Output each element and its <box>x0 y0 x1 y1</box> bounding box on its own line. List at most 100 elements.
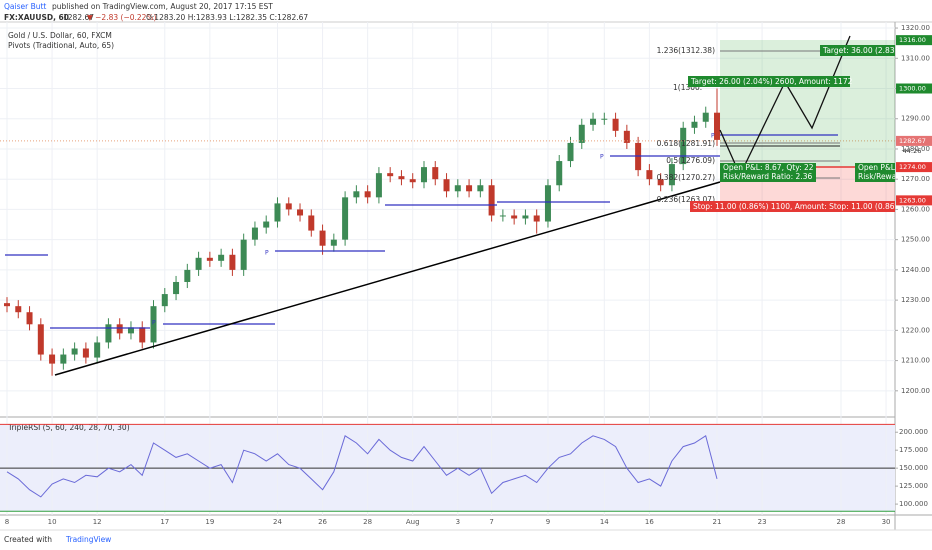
candle-body <box>71 348 78 355</box>
x-tick-label: 28 <box>837 518 846 526</box>
target-badge <box>688 76 850 87</box>
candle-body <box>308 215 315 231</box>
candle-body <box>454 185 461 192</box>
candle-body <box>398 176 405 180</box>
x-tick-label: Aug <box>406 518 420 526</box>
x-tick-label: 21 <box>713 518 722 526</box>
y-tick-label: 1240.00 <box>901 266 930 274</box>
candle-body <box>139 327 146 343</box>
y-tick-label: 1320.00 <box>901 24 930 32</box>
x-tick-label: 9 <box>546 518 550 526</box>
candle-body <box>49 354 56 364</box>
countdown: 44:26 <box>903 147 922 155</box>
y-tick-label: 175.000 <box>899 446 928 454</box>
price-badge-label: 1316.00 <box>899 36 926 44</box>
candle-body <box>184 269 191 282</box>
price-badge <box>896 195 932 206</box>
stop-text: Stop: 11.00 (0.86%) 1100, Amount: Stop: … <box>693 202 902 211</box>
x-tick-label: 19 <box>205 518 214 526</box>
price-badge-label: 1274.00 <box>899 163 926 171</box>
x-tick-label: 8 <box>5 518 9 526</box>
pivot-label: P <box>711 133 715 140</box>
candle-body <box>330 239 337 246</box>
x-tick-label: 10 <box>48 518 57 526</box>
candle-body <box>387 173 394 177</box>
candle-body <box>127 327 134 334</box>
x-tick-label: 30 <box>882 518 891 526</box>
candle-body <box>364 191 371 198</box>
pivot-label: P <box>265 250 269 257</box>
x-tick-label: 24 <box>273 518 282 526</box>
target-badge <box>820 45 895 56</box>
candle-body <box>206 257 213 261</box>
candle-body <box>263 221 270 228</box>
x-tick-label: 3 <box>456 518 460 526</box>
candle-body <box>94 342 101 358</box>
candle-body <box>240 239 247 270</box>
candle-body <box>612 118 619 131</box>
candle-body <box>691 121 698 128</box>
candle-body <box>533 215 540 222</box>
candle-body <box>37 324 44 355</box>
target-zone <box>720 40 895 167</box>
y-tick-label: 1250.00 <box>901 236 930 244</box>
candle-body <box>466 185 473 192</box>
author: Qaiser Butt <box>4 2 46 11</box>
symbol: FX:XAUUSD, 60 <box>4 13 69 22</box>
candle-body <box>319 230 326 246</box>
candle-body <box>646 170 653 180</box>
candle-body <box>590 118 597 125</box>
y-tick-label: 1220.00 <box>901 326 930 334</box>
y-tick-label: 200.000 <box>899 428 928 436</box>
candle-body <box>342 197 349 240</box>
candle-body <box>420 167 427 183</box>
candle-body <box>668 164 675 186</box>
price-badge-label: 1300.00 <box>899 85 926 93</box>
pl-text: Open P&L: 8.67, Qty: 22 <box>723 163 814 172</box>
candle-body <box>714 112 721 140</box>
fib-label: 0.236(1263.07) <box>657 195 715 204</box>
footer-created: Created with <box>4 535 52 544</box>
x-tick-label: 12 <box>93 518 102 526</box>
y-tick-label: 1310.00 <box>901 54 930 62</box>
fib-label: 1(1300. <box>673 83 702 92</box>
footer-brand: TradingView <box>65 535 111 544</box>
stop-badge <box>690 201 895 212</box>
rsi-line <box>6 435 718 498</box>
y-tick-label: 150.000 <box>899 464 928 472</box>
candle-body <box>274 203 281 222</box>
candle-body <box>116 324 123 334</box>
y-tick-label: 1210.00 <box>901 357 930 365</box>
rr-text: Risk/Rewar <box>858 172 900 181</box>
candle-body <box>511 215 518 219</box>
pivot-label: P <box>152 320 156 327</box>
y-tick-label: 125.000 <box>899 482 928 490</box>
price-badge <box>896 162 932 173</box>
y-tick-label: 1200.00 <box>901 387 930 395</box>
candle-body <box>567 142 574 162</box>
fib-label: 0.382(1270.27) <box>657 173 715 182</box>
ohlc: O:1283.20 H:1283.93 L:1282.35 C:1282.67 <box>146 13 308 22</box>
target-text: Target: 36.00 (2.83% <box>822 46 902 55</box>
pl-badge <box>855 163 895 182</box>
candle-body <box>161 294 168 307</box>
pl-badge <box>720 163 816 182</box>
candle-body <box>297 209 304 216</box>
y-tick-label: 1270.00 <box>901 175 930 183</box>
pivot-label: P <box>600 154 604 161</box>
pl-text: Open P&L <box>858 163 896 172</box>
x-tick-label: 14 <box>600 518 609 526</box>
y-tick-label: 1290.00 <box>901 115 930 123</box>
candle-body <box>409 179 416 183</box>
candle-body <box>173 281 180 295</box>
candle-body <box>375 173 382 198</box>
target-text: Target: 26.00 (2.04%) 2600, Amount: 1172 <box>690 77 853 86</box>
y-tick-label: 1260.00 <box>901 205 930 213</box>
legend-symbol: Gold / U.S. Dollar, 60, FXCM <box>8 31 112 40</box>
candle-body <box>623 130 630 143</box>
change: ▼ −2.83 (−0.22%) <box>87 13 157 22</box>
candle-body <box>60 354 67 364</box>
published: published on TradingView.com, August 20,… <box>52 2 273 11</box>
candle-body <box>488 185 495 216</box>
x-tick-label: 7 <box>489 518 493 526</box>
